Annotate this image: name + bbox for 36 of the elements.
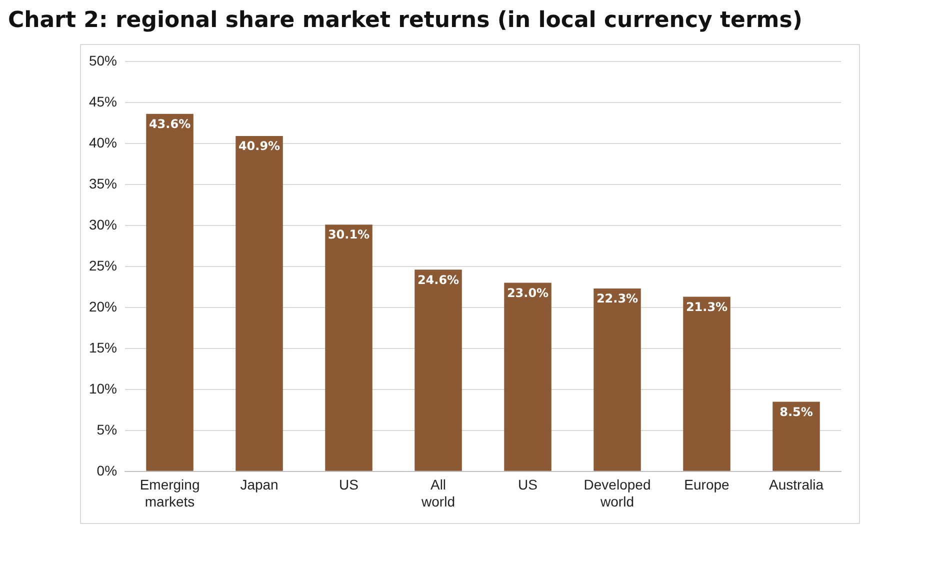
y-tick-label: 20% bbox=[88, 298, 118, 314]
data-label: 21.3% bbox=[686, 300, 728, 314]
data-label: 8.5% bbox=[780, 404, 813, 419]
x-tick-label: Emerging markets bbox=[140, 476, 200, 510]
bar bbox=[325, 224, 372, 471]
bar bbox=[594, 288, 641, 471]
bar bbox=[683, 296, 730, 471]
y-tick-label: 25% bbox=[88, 257, 118, 274]
data-label: 40.9% bbox=[238, 139, 280, 154]
x-tick-label: US bbox=[518, 476, 538, 493]
x-tick-label: All world bbox=[420, 476, 455, 510]
data-label: 24.6% bbox=[417, 272, 460, 287]
y-tick-label: 15% bbox=[88, 339, 118, 356]
bar bbox=[504, 282, 552, 471]
y-tick-label: 35% bbox=[88, 175, 118, 192]
data-label: 22.3% bbox=[596, 292, 638, 306]
x-tick-label: US bbox=[339, 476, 358, 493]
chart-title: Chart 2: regional share market returns (in local currency terms) bbox=[8, 8, 802, 33]
x-tick-label: Australia bbox=[769, 476, 824, 493]
y-tick-label: 30% bbox=[88, 216, 118, 232]
bar bbox=[414, 270, 462, 471]
x-tick-label: Japan bbox=[240, 476, 278, 493]
y-tick-label: 5% bbox=[96, 421, 118, 438]
y-tick-label: 10% bbox=[88, 380, 118, 396]
y-tick-label: 0% bbox=[96, 462, 118, 478]
x-tick-label: Developed world bbox=[584, 476, 651, 510]
data-label: 43.6% bbox=[148, 117, 191, 132]
y-tick-label: 45% bbox=[88, 93, 118, 110]
data-label: 30.1% bbox=[328, 228, 370, 242]
bar bbox=[146, 114, 194, 471]
y-tick-label: 40% bbox=[88, 134, 118, 150]
x-tick-label: Europe bbox=[684, 476, 730, 493]
data-label: 23.0% bbox=[506, 286, 549, 300]
bar bbox=[772, 402, 820, 471]
y-tick-label: 50% bbox=[88, 52, 118, 68]
bar bbox=[236, 136, 283, 471]
